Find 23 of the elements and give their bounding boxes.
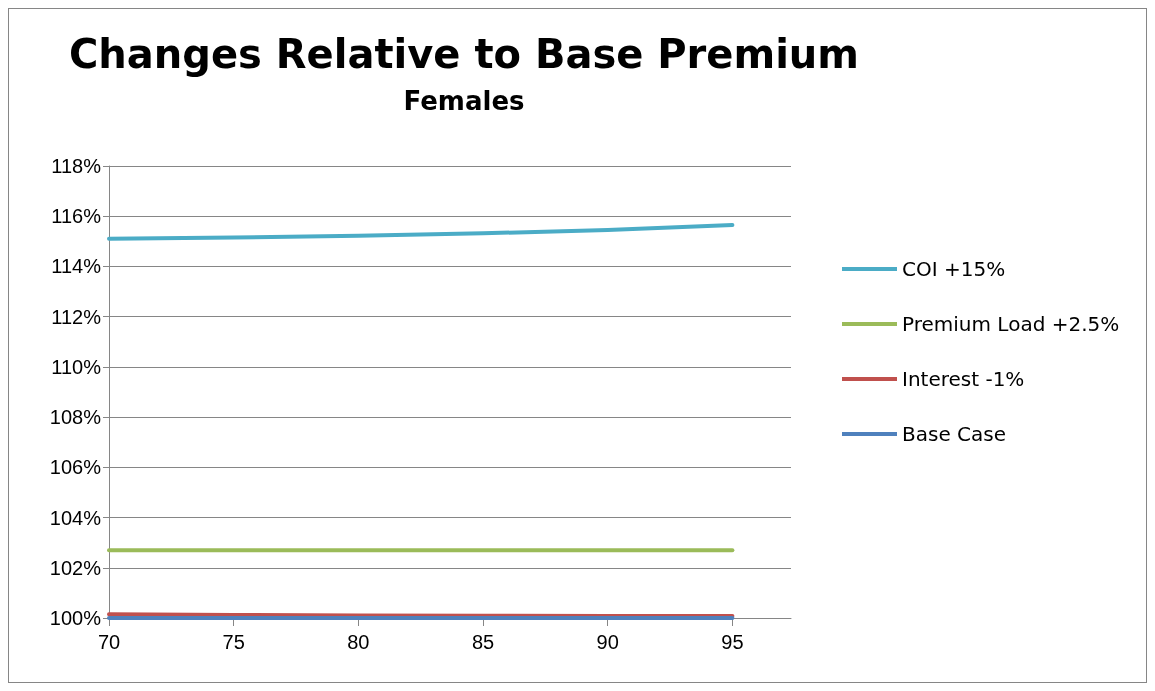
chart-subtitle: Females [403, 86, 525, 116]
legend-label: Premium Load +2.5% [902, 312, 1120, 336]
y-tick-label: 106% [49, 456, 102, 479]
y-tick-label: 112% [51, 305, 102, 328]
line-series [107, 223, 735, 241]
y-tick-label: 102% [49, 556, 102, 579]
y-tick-label: 116% [51, 205, 102, 228]
y-tick-label: 104% [49, 506, 102, 529]
y-tick-label: 110% [51, 355, 102, 378]
chart-title: Changes Relative to Base Premium [69, 31, 859, 77]
x-tick-label: 85 [471, 631, 495, 653]
x-tick-label: 80 [347, 631, 370, 653]
x-tick-label: 90 [596, 631, 619, 653]
legend-label: Interest -1% [902, 367, 1025, 391]
y-tick-label: 114% [51, 255, 102, 278]
x-tick-label: 75 [222, 631, 245, 653]
y-tick-label: 118% [51, 155, 102, 177]
legend-label: Base Case [902, 422, 1007, 446]
y-tick-label: 108% [49, 406, 102, 429]
y-tick-label: 100% [49, 607, 102, 629]
x-tick-label: 70 [97, 631, 121, 653]
legend-label: COI +15% [902, 257, 1006, 281]
x-tick-label: 95 [721, 631, 744, 653]
